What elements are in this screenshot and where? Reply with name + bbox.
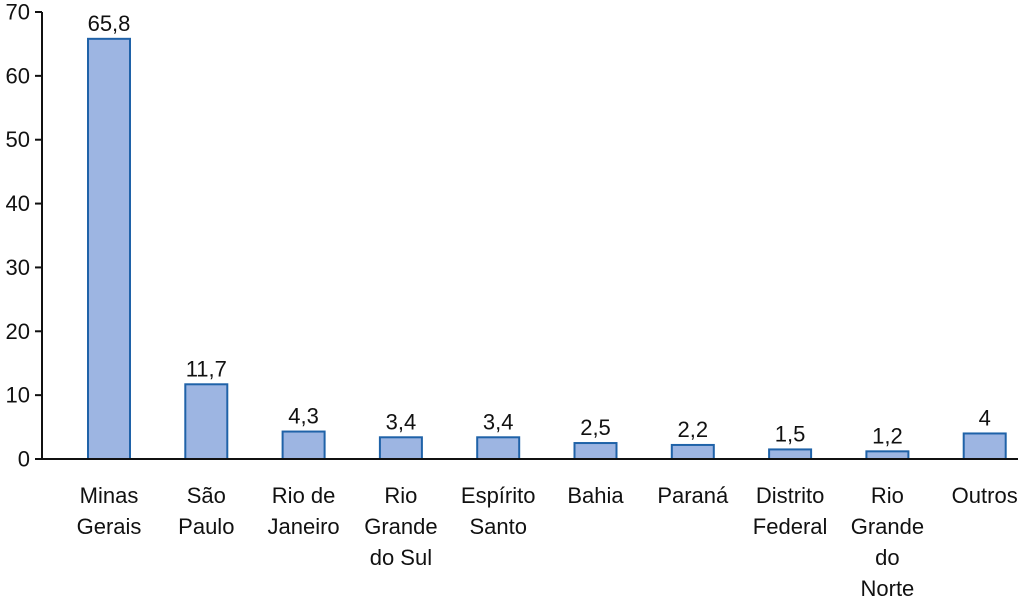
category-label-line: Rio	[384, 483, 417, 508]
value-label: 3,4	[386, 409, 417, 434]
y-tick-label: 50	[6, 127, 30, 152]
category-label: Rio Grande do Sul	[364, 483, 437, 570]
category-label-line: Paraná	[657, 483, 729, 508]
category-label-line: do	[875, 545, 899, 570]
category-label: Outros	[952, 483, 1018, 508]
category-label-line: Rio	[871, 483, 904, 508]
category-label-line: Bahia	[567, 483, 624, 508]
bar	[865, 450, 910, 460]
value-label: 4	[979, 405, 991, 430]
category-label-line: Grande	[851, 514, 924, 539]
bar	[184, 383, 229, 460]
category-label: Paraná	[657, 483, 729, 508]
value-label: 1,5	[775, 421, 806, 446]
value-label: 11,7	[186, 356, 227, 381]
bar	[476, 436, 521, 461]
bar	[962, 432, 1007, 461]
category-label-line: Janeiro	[268, 514, 340, 539]
category-label-line: Outros	[952, 483, 1018, 508]
category-label-line: Rio de	[272, 483, 336, 508]
bar	[670, 443, 715, 460]
bar	[87, 37, 131, 460]
y-tick-label: 30	[6, 255, 30, 280]
category-label: Bahia	[567, 483, 624, 508]
y-tick-label: 40	[6, 191, 30, 216]
category-label-line: Gerais	[77, 514, 142, 539]
bar	[768, 448, 813, 460]
value-labels-group: 65,8 11,7 4,3 3,4 3,4 2,5 2,2 1,5 1,2 4	[88, 11, 991, 449]
y-tick-label: 60	[6, 63, 30, 88]
category-label-line: Minas	[80, 483, 139, 508]
category-label-line: do Sul	[370, 545, 432, 570]
value-label: 4,3	[288, 404, 319, 429]
category-label-line: Norte	[861, 576, 915, 599]
category-label-line: São	[187, 483, 226, 508]
value-label: 1,2	[872, 423, 903, 448]
y-tick-label: 10	[6, 383, 30, 408]
bar	[573, 442, 618, 460]
value-label: 65,8	[88, 11, 131, 36]
value-label: 3,4	[483, 409, 514, 434]
category-label: Espírito Santo	[461, 483, 536, 539]
category-label: Rio Grande do Norte	[851, 483, 924, 599]
value-label: 2,2	[678, 417, 709, 442]
bars-group	[87, 37, 1007, 461]
y-tick-label: 20	[6, 319, 30, 344]
bar	[281, 430, 326, 461]
category-label: Rio de Janeiro	[268, 483, 340, 539]
category-label: São Paulo	[178, 483, 234, 539]
y-tick-label: 70	[6, 0, 30, 25]
y-axis-ticks: 0 10 20 30 40 50 60 70	[6, 0, 42, 472]
category-label-line: Espírito	[461, 483, 536, 508]
category-labels-group: Minas Gerais São Paulo Rio de Janeiro Rio Grand…	[77, 483, 1018, 599]
category-label-line: Grande	[364, 514, 437, 539]
category-label-line: Paulo	[178, 514, 234, 539]
bar	[378, 436, 423, 461]
category-label: Distrito Federal	[753, 483, 828, 539]
y-tick-label: 0	[18, 447, 30, 472]
category-label-line: Santo	[469, 514, 527, 539]
value-label: 2,5	[580, 415, 611, 440]
category-label-line: Federal	[753, 514, 828, 539]
category-label: Minas Gerais	[77, 483, 142, 539]
category-label-line: Distrito	[756, 483, 824, 508]
